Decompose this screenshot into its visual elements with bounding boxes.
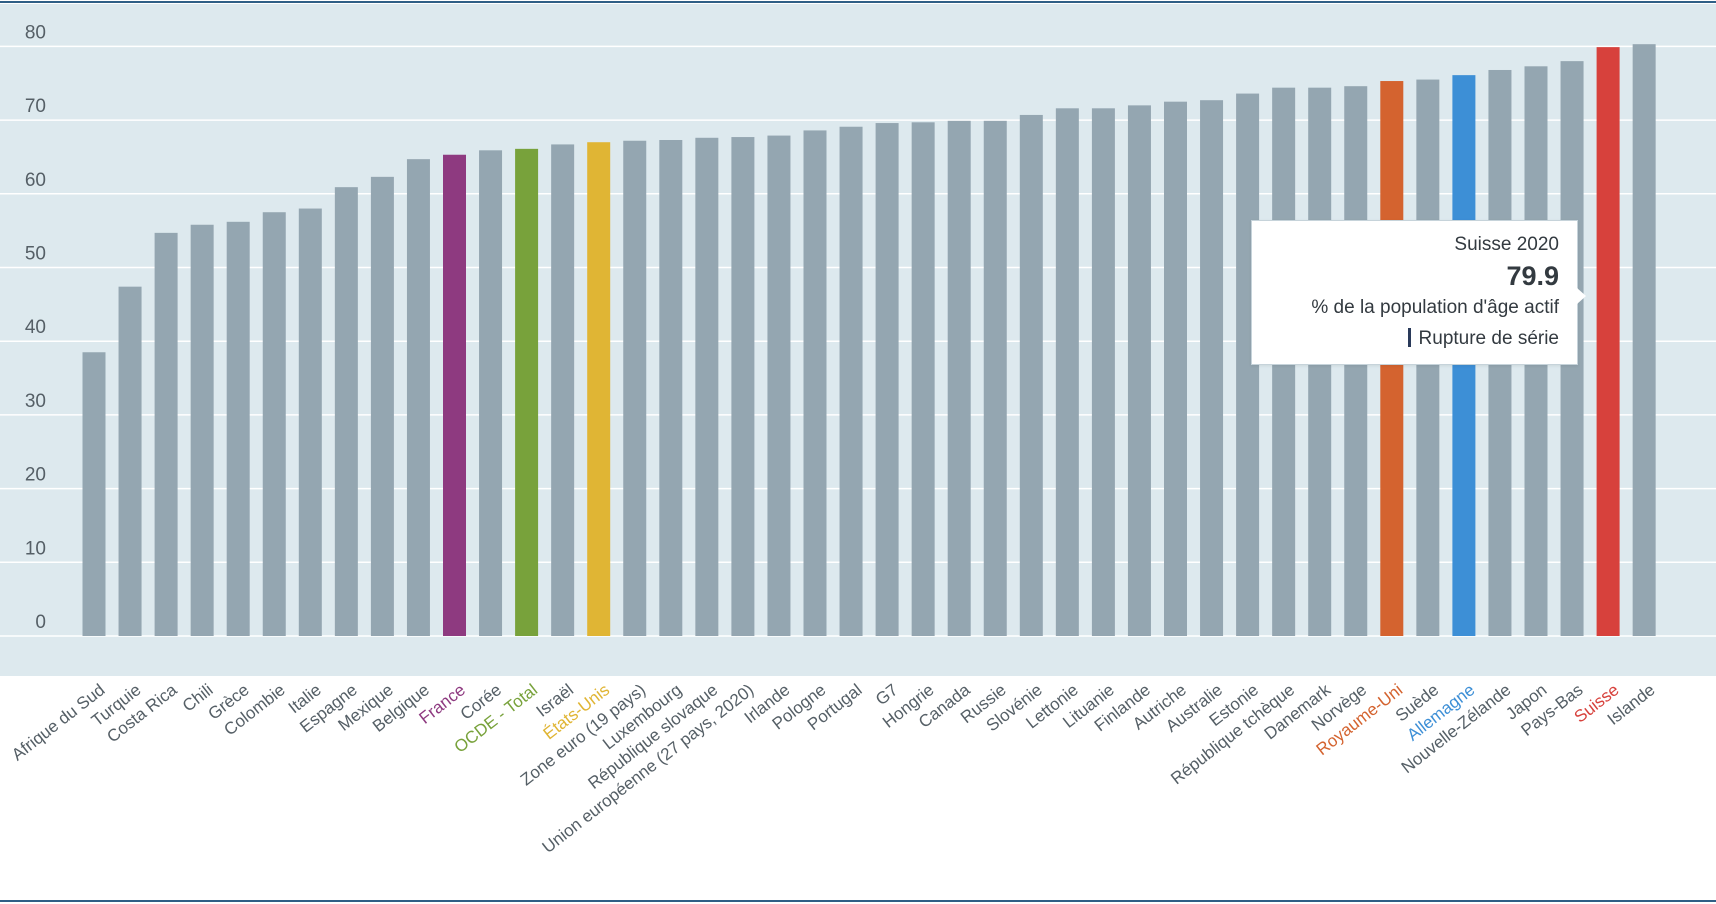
bar[interactable]: [1019, 114, 1043, 637]
bar[interactable]: [515, 148, 539, 636]
bar[interactable]: [479, 150, 503, 636]
tooltip-title: Suisse 2020: [1454, 234, 1559, 255]
bar[interactable]: [82, 352, 106, 636]
bar[interactable]: [298, 208, 322, 637]
bars: [82, 44, 1656, 637]
bar[interactable]: [190, 224, 214, 636]
bar[interactable]: [1127, 105, 1151, 637]
bar[interactable]: [875, 123, 899, 637]
y-tick-label: 0: [35, 612, 46, 633]
bar[interactable]: [623, 140, 647, 636]
bar[interactable]: [370, 176, 394, 636]
y-tick-label: 60: [25, 170, 46, 191]
y-tick-label: 50: [25, 244, 46, 265]
value-tooltip: Suisse 2020 79.9 % de la population d'âg…: [1251, 220, 1586, 365]
bar[interactable]: [154, 232, 178, 636]
tooltip-series-break: Rupture de série: [1262, 323, 1559, 355]
y-tick-label: 30: [25, 391, 46, 412]
bar[interactable]: [1596, 47, 1620, 636]
bar[interactable]: [767, 135, 791, 636]
series-break-marker: [1407, 328, 1411, 347]
y-tick-label: 10: [25, 538, 46, 559]
y-tick-label: 80: [25, 22, 46, 43]
bar[interactable]: [551, 144, 575, 636]
bar[interactable]: [1632, 44, 1656, 636]
y-axis-ticks: 0 10 20 30 40 50 60 70 80: [25, 22, 46, 633]
bar[interactable]: [803, 130, 827, 636]
bar[interactable]: [731, 137, 755, 636]
bar[interactable]: [839, 126, 863, 636]
bar[interactable]: [1200, 100, 1224, 637]
bar[interactable]: [226, 221, 250, 636]
y-tick-label: 70: [25, 96, 46, 117]
y-tick-label: 20: [25, 465, 46, 486]
bar[interactable]: [659, 139, 683, 636]
bar[interactable]: [695, 137, 719, 636]
bar[interactable]: [262, 212, 286, 636]
bar[interactable]: [1055, 108, 1079, 637]
bar[interactable]: [1091, 108, 1115, 637]
bar[interactable]: [443, 154, 466, 636]
tooltip-series-break-label: Rupture de série: [1418, 328, 1559, 349]
y-tick-label: 40: [25, 317, 46, 338]
bar[interactable]: [406, 159, 430, 636]
bar[interactable]: [334, 187, 358, 637]
bar[interactable]: [587, 142, 611, 636]
bar[interactable]: [983, 120, 1007, 637]
bar[interactable]: [118, 286, 142, 636]
tooltip-value: 79.9: [1506, 261, 1559, 291]
bar[interactable]: [1164, 101, 1187, 637]
bar[interactable]: [911, 122, 935, 637]
bar[interactable]: [947, 120, 971, 637]
tooltip-unit: % de la population d'âge actif: [1311, 297, 1559, 318]
